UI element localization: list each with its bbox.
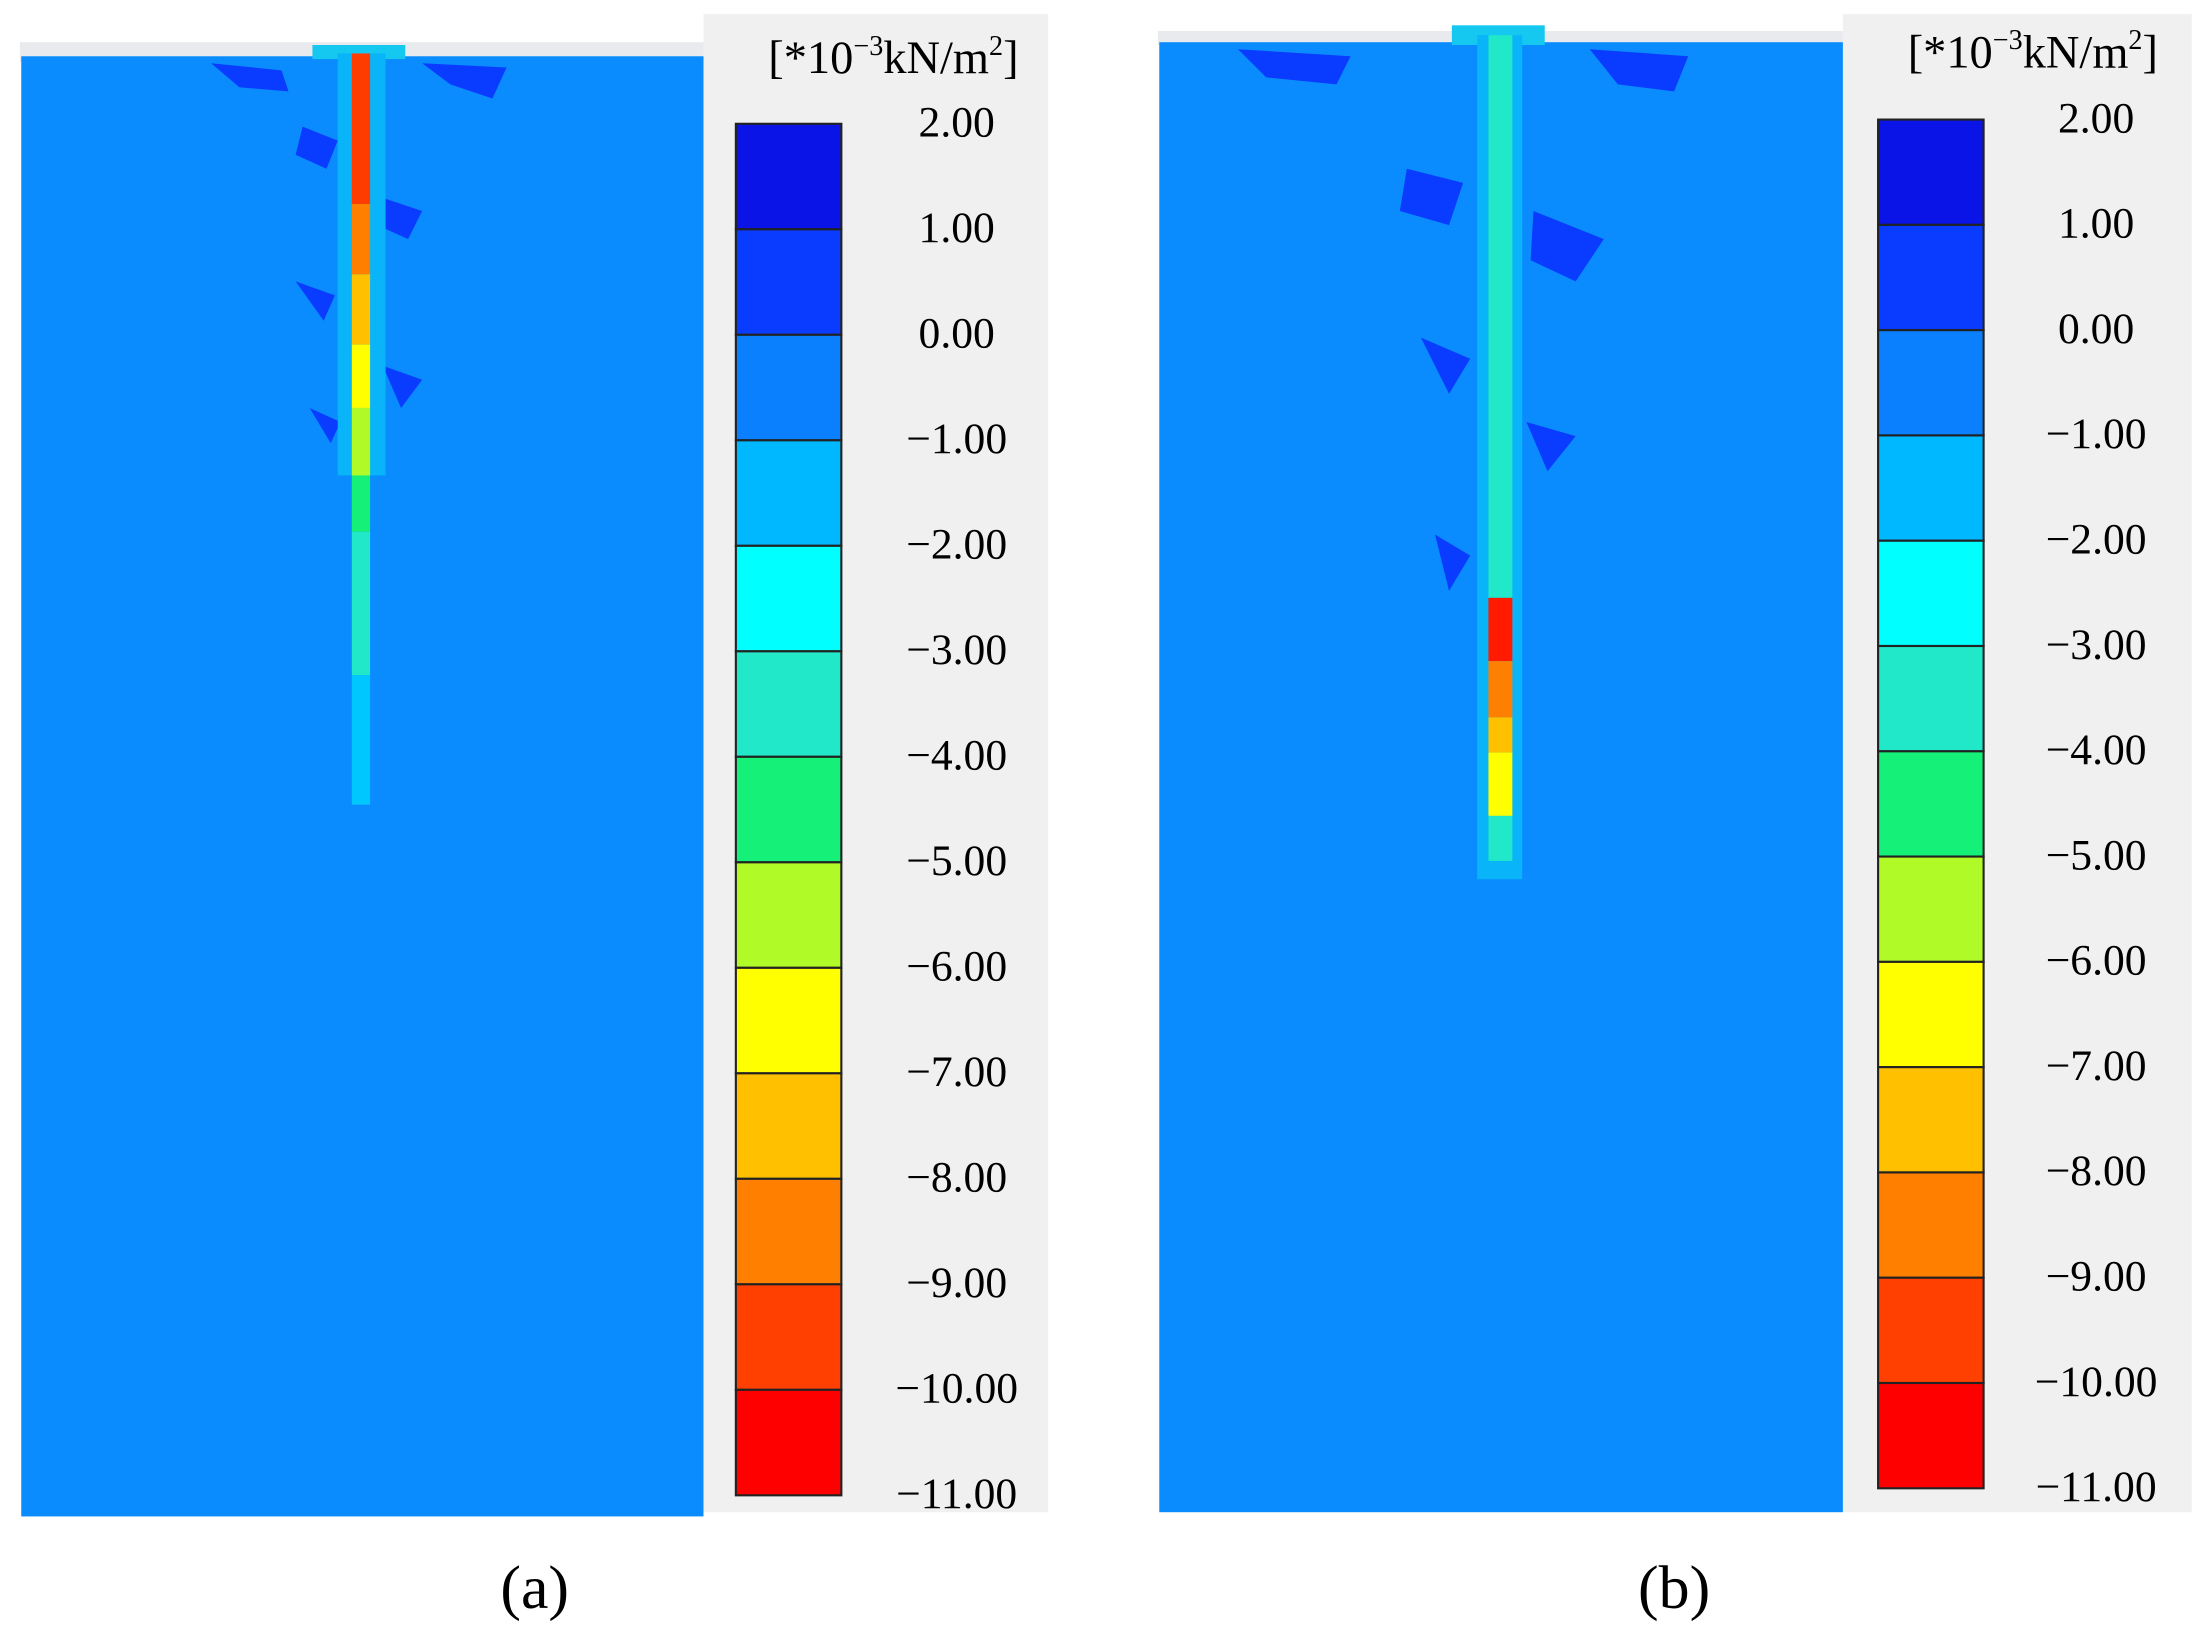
- contour-plot-b: [1157, 25, 1843, 1513]
- legend-label: −1.00: [906, 415, 1007, 463]
- legend-swatch: [1877, 329, 1985, 437]
- unit-part: −3: [853, 31, 883, 62]
- legend-swatch: [734, 650, 843, 758]
- legend-swatch: [1877, 434, 1985, 542]
- legend-unit: [*10−3kN/m2]: [768, 31, 1018, 84]
- legend-label: −9.00: [2046, 1253, 2147, 1301]
- legend-unit: [*10−3kN/m2]: [1908, 25, 2158, 78]
- legend-swatch: [1877, 539, 1985, 648]
- legend-swatch: [1877, 1276, 1985, 1385]
- contour-plot-a: [19, 42, 704, 1517]
- legend-swatch: [734, 1283, 843, 1391]
- legend-label: 0.00: [919, 310, 995, 358]
- legend-label: −8.00: [906, 1154, 1007, 1202]
- legend-label: 2.00: [2058, 94, 2134, 142]
- legend-swatch: [734, 439, 843, 547]
- legend-label: −3.00: [2046, 621, 2147, 669]
- legend-label: 0.00: [2058, 305, 2134, 353]
- legend-swatch: [1877, 644, 1985, 753]
- legend-label: −7.00: [906, 1048, 1007, 1096]
- legend-label: 1.00: [919, 204, 995, 252]
- panel-label: (a): [500, 1554, 569, 1622]
- legend-label: −4.00: [2046, 726, 2147, 774]
- unit-part: kN/m: [2023, 28, 2129, 79]
- legend-label: −7.00: [2046, 1042, 2147, 1090]
- legend-swatch: [1877, 1381, 1985, 1490]
- legend-swatch: [734, 122, 843, 231]
- legend-swatch: [1877, 1066, 1985, 1174]
- legend-label: −3.00: [906, 626, 1007, 674]
- legend-label: −2.00: [2046, 516, 2147, 564]
- legend-label: −9.00: [906, 1259, 1007, 1307]
- legend-label: 2.00: [919, 99, 995, 147]
- unit-part: [*10: [768, 33, 853, 84]
- unit-part: 2: [989, 31, 1003, 62]
- unit-part: 2: [2128, 25, 2142, 56]
- legend-swatch: [734, 966, 843, 1075]
- legend-label: −5.00: [906, 837, 1007, 885]
- legend-label: −1.00: [2046, 410, 2147, 458]
- unit-part: [*10: [1908, 28, 1993, 79]
- legend-swatch: [734, 228, 843, 336]
- legend-label: −8.00: [2046, 1147, 2147, 1195]
- legend-swatch: [1877, 223, 1985, 332]
- legend-swatch: [734, 1177, 843, 1286]
- legend-label: −2.00: [906, 521, 1007, 569]
- legend-swatch: [1877, 960, 1985, 1069]
- legend-swatch: [734, 861, 843, 969]
- legend-swatch: [734, 755, 843, 864]
- legend-label: 1.00: [2058, 200, 2134, 248]
- panel-label: (b): [1638, 1554, 1710, 1622]
- legend-swatch: [1877, 855, 1985, 963]
- legend-label: −10.00: [2035, 1358, 2158, 1406]
- legend-label: −4.00: [906, 732, 1007, 780]
- unit-part: ]: [1003, 33, 1018, 84]
- legend-swatch: [1877, 750, 1985, 858]
- unit-part: ]: [2142, 28, 2157, 79]
- legend-label: −11.00: [2036, 1463, 2157, 1511]
- legend-label: −6.00: [2046, 937, 2147, 985]
- legend-label: −10.00: [895, 1365, 1018, 1413]
- unit-part: −3: [1993, 25, 2023, 56]
- legend-label: −6.00: [906, 943, 1007, 991]
- legend-swatch: [734, 1072, 843, 1180]
- legend-swatch: [734, 544, 843, 653]
- legend-swatch: [734, 333, 843, 442]
- legend-swatch: [734, 1388, 843, 1497]
- unit-part: kN/m: [883, 33, 989, 84]
- legend-swatch: [1877, 118, 1985, 226]
- legend-label: −5.00: [2046, 831, 2147, 879]
- legend-swatch: [1877, 1171, 1985, 1279]
- legend-label: −11.00: [896, 1470, 1017, 1518]
